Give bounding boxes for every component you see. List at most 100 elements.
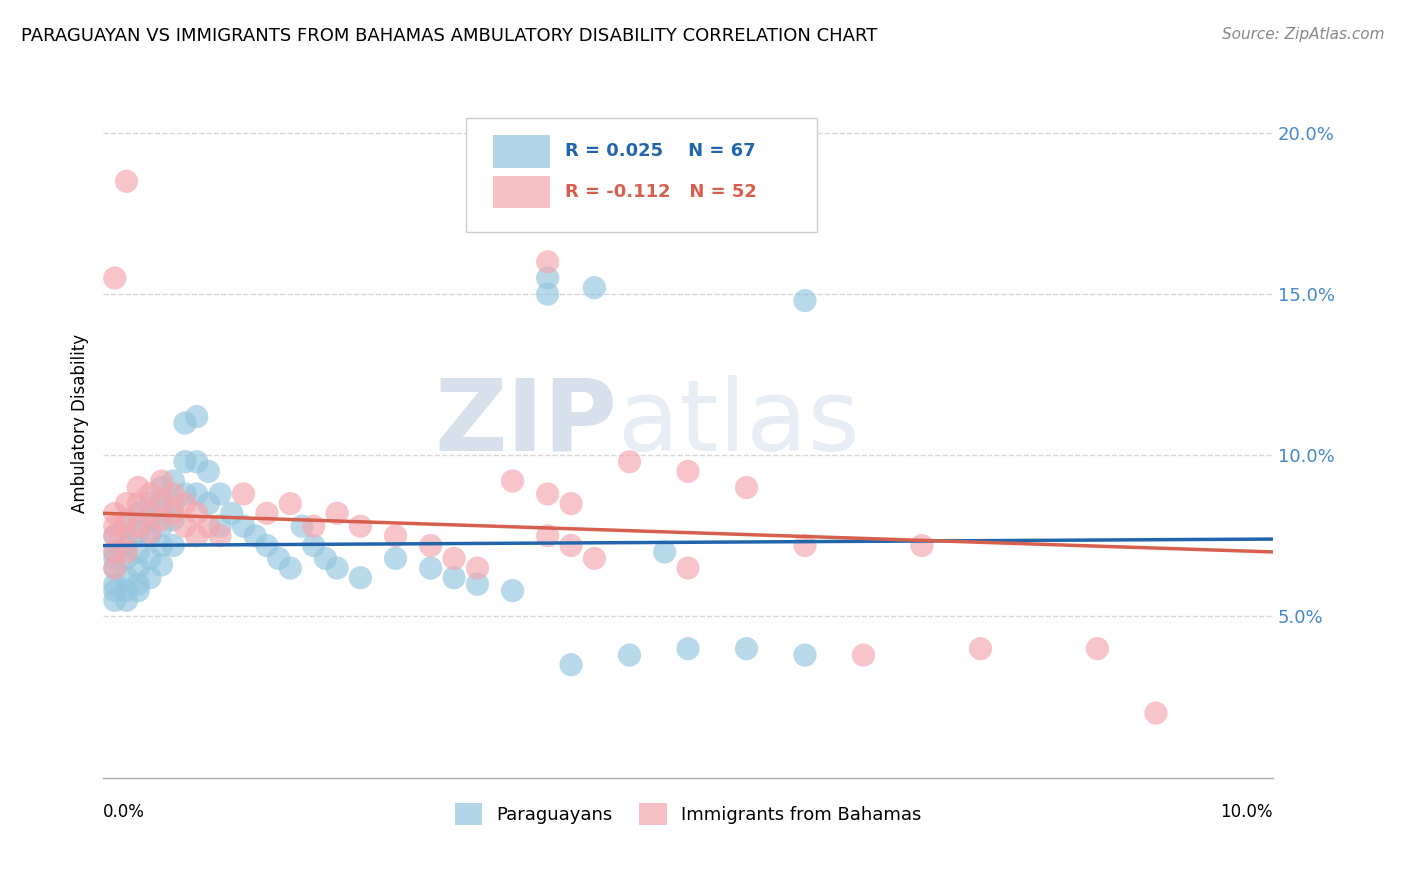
Point (209, 529, 232, 543)
Point (419, 539, 441, 553)
FancyBboxPatch shape (492, 136, 550, 168)
Point (221, 506, 243, 520)
Point (209, 487, 232, 501)
FancyBboxPatch shape (492, 176, 550, 208)
Point (676, 561, 699, 575)
Point (115, 593, 138, 607)
Point (537, 529, 560, 543)
Point (443, 571, 465, 585)
Point (127, 519, 149, 533)
Point (326, 561, 349, 575)
Point (467, 577, 489, 591)
Point (537, 487, 560, 501)
Point (139, 571, 162, 585)
Point (314, 551, 336, 566)
Point (104, 545, 127, 559)
Point (232, 487, 254, 501)
Point (127, 545, 149, 559)
Point (794, 648, 817, 662)
Point (139, 487, 162, 501)
Point (537, 255, 560, 269)
Point (104, 529, 127, 543)
Point (174, 487, 197, 501)
Point (127, 481, 149, 495)
Text: R = -0.112   N = 52: R = -0.112 N = 52 (565, 183, 756, 201)
Point (302, 539, 325, 553)
Point (115, 529, 138, 543)
Point (911, 539, 934, 553)
Point (583, 551, 606, 566)
Point (104, 561, 127, 575)
Point (115, 583, 138, 598)
Text: ZIP: ZIP (434, 375, 617, 472)
Point (256, 539, 278, 553)
Point (139, 506, 162, 520)
Point (150, 474, 173, 488)
Point (278, 497, 301, 511)
Point (794, 293, 817, 308)
Point (969, 641, 991, 656)
Point (232, 519, 254, 533)
Point (104, 593, 127, 607)
Point (115, 571, 138, 585)
Point (560, 657, 582, 672)
Point (104, 551, 127, 566)
Point (104, 577, 127, 591)
Text: PARAGUAYAN VS IMMIGRANTS FROM BAHAMAS AMBULATORY DISABILITY CORRELATION CHART: PARAGUAYAN VS IMMIGRANTS FROM BAHAMAS AM… (21, 27, 877, 45)
Point (162, 497, 184, 511)
Point (115, 551, 138, 566)
Point (174, 497, 197, 511)
Point (186, 455, 208, 469)
Point (162, 487, 184, 501)
Point (349, 571, 371, 585)
Point (104, 506, 127, 520)
Point (197, 519, 219, 533)
Point (326, 506, 349, 520)
Point (104, 519, 127, 533)
Point (245, 529, 267, 543)
Point (104, 545, 127, 559)
Text: 10.0%: 10.0% (1220, 803, 1272, 821)
Point (467, 561, 489, 575)
Point (115, 539, 138, 553)
Point (583, 281, 606, 295)
Point (150, 493, 173, 508)
Point (349, 519, 371, 533)
Point (162, 506, 184, 520)
Point (104, 529, 127, 543)
Point (278, 561, 301, 575)
Point (537, 287, 560, 301)
Point (1144, 706, 1167, 720)
Point (162, 513, 184, 527)
Point (384, 529, 406, 543)
Point (139, 529, 162, 543)
Point (256, 506, 278, 520)
Point (186, 409, 208, 424)
Point (127, 525, 149, 540)
Point (115, 513, 138, 527)
Point (162, 539, 184, 553)
Point (443, 551, 465, 566)
Point (127, 577, 149, 591)
Point (150, 539, 173, 553)
Point (537, 271, 560, 285)
Point (419, 561, 441, 575)
Point (735, 641, 758, 656)
Point (174, 455, 197, 469)
Point (197, 497, 219, 511)
Point (150, 558, 173, 572)
Point (127, 583, 149, 598)
Point (197, 464, 219, 478)
Point (186, 487, 208, 501)
Point (127, 561, 149, 575)
Point (676, 641, 699, 656)
Point (139, 497, 162, 511)
Text: Source: ZipAtlas.com: Source: ZipAtlas.com (1222, 27, 1385, 42)
Point (150, 497, 173, 511)
Point (162, 474, 184, 488)
Point (139, 551, 162, 566)
Point (735, 481, 758, 495)
Point (174, 416, 197, 430)
Point (115, 174, 138, 188)
Point (115, 519, 138, 533)
